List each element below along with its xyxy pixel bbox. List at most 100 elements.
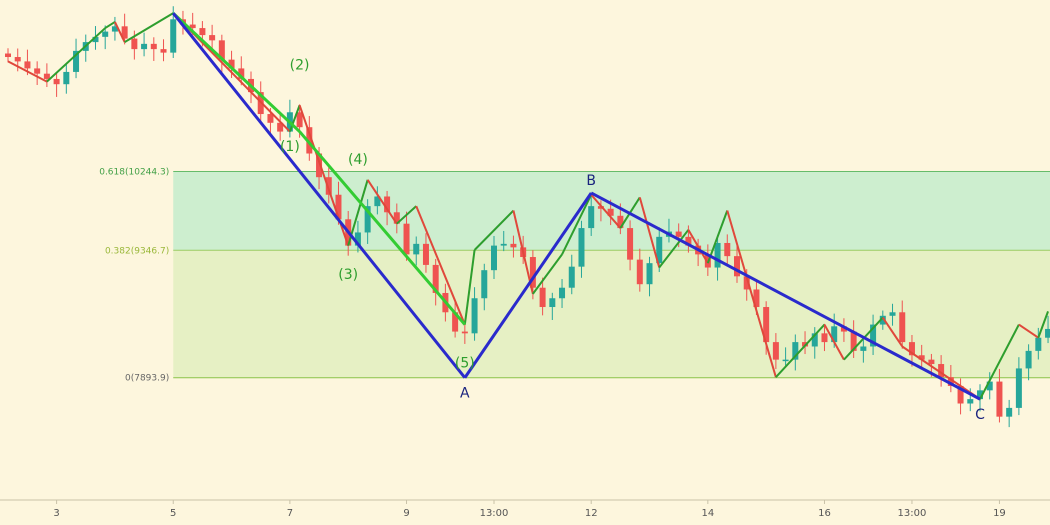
candle[interactable]	[870, 314, 877, 355]
candle[interactable]	[403, 211, 410, 261]
swing-segment-up[interactable]	[658, 229, 690, 269]
candle[interactable]	[646, 256, 653, 297]
swing-segment-down[interactable]	[687, 229, 709, 264]
candle[interactable]	[938, 355, 945, 387]
swing-segment-up[interactable]	[706, 210, 729, 264]
impulse-segment[interactable]	[172, 12, 301, 133]
swing-segment-up[interactable]	[46, 27, 106, 83]
candle[interactable]	[452, 299, 459, 338]
candle[interactable]	[549, 292, 556, 320]
swing-segment-down[interactable]	[512, 210, 534, 295]
candle[interactable]	[1035, 327, 1042, 360]
candle[interactable]	[918, 344, 925, 368]
swing-segment-down[interactable]	[114, 21, 126, 43]
candle[interactable]	[568, 254, 575, 295]
candle[interactable]	[539, 277, 546, 316]
candle[interactable]	[986, 372, 993, 400]
candle[interactable]	[1025, 344, 1032, 381]
swing-segment-down[interactable]	[1018, 323, 1039, 339]
candle[interactable]	[879, 310, 886, 330]
impulse-wave-line[interactable]	[172, 12, 466, 326]
swing-segment-down[interactable]	[901, 345, 981, 400]
candle[interactable]	[73, 38, 80, 79]
swing-segment-up[interactable]	[463, 249, 476, 325]
candle[interactable]	[500, 230, 507, 252]
candle[interactable]	[209, 24, 216, 49]
candle[interactable]	[636, 248, 643, 292]
candle[interactable]	[957, 378, 964, 415]
candle[interactable]	[481, 263, 488, 311]
candle[interactable]	[782, 347, 789, 366]
abc-segment[interactable]	[172, 12, 467, 379]
swing-segment-up[interactable]	[561, 194, 593, 255]
candle[interactable]	[908, 335, 915, 367]
candle[interactable]	[1015, 357, 1022, 416]
swing-segment-down[interactable]	[366, 179, 398, 225]
candle[interactable]	[772, 333, 779, 370]
candle[interactable]	[354, 220, 361, 253]
swing-segment-down[interactable]	[823, 324, 845, 361]
candle[interactable]	[393, 203, 400, 234]
candle[interactable]	[53, 73, 60, 97]
candle[interactable]	[860, 339, 867, 363]
impulse-segment[interactable]	[298, 130, 466, 326]
swing-segment-down[interactable]	[881, 316, 904, 348]
candle[interactable]	[432, 258, 439, 306]
candle[interactable]	[63, 62, 70, 94]
candle[interactable]	[364, 199, 371, 244]
candle[interactable]	[461, 323, 468, 344]
swing-segment-up[interactable]	[532, 253, 563, 295]
candle[interactable]	[422, 233, 429, 273]
swing-segment-up[interactable]	[473, 209, 515, 251]
candle[interactable]	[43, 63, 50, 88]
candle[interactable]	[1045, 315, 1050, 344]
candle[interactable]	[413, 236, 420, 266]
candle[interactable]	[150, 37, 157, 61]
swing-segment-up[interactable]	[104, 21, 116, 29]
swing-segment-down[interactable]	[726, 210, 777, 378]
candle[interactable]	[724, 234, 731, 266]
candle[interactable]	[374, 186, 381, 215]
candle[interactable]	[821, 323, 828, 352]
swing-segment-up[interactable]	[979, 324, 1020, 400]
candle[interactable]	[850, 320, 857, 358]
candle[interactable]	[5, 48, 11, 63]
candle[interactable]	[627, 220, 634, 271]
abc-segment[interactable]	[590, 191, 981, 401]
zigzag-swing-lines[interactable]	[7, 12, 1049, 400]
candle[interactable]	[325, 167, 332, 204]
candle[interactable]	[510, 235, 517, 258]
candle[interactable]	[34, 61, 41, 85]
candle[interactable]	[734, 244, 740, 283]
swing-segment-up[interactable]	[124, 12, 174, 43]
swing-segment-up[interactable]	[1037, 311, 1049, 339]
swing-segment-down[interactable]	[590, 194, 622, 229]
candle[interactable]	[1006, 399, 1013, 428]
candle[interactable]	[811, 327, 818, 359]
candle[interactable]	[597, 200, 604, 222]
candle[interactable]	[559, 279, 566, 308]
candle[interactable]	[889, 303, 896, 326]
candle[interactable]	[218, 34, 225, 73]
swing-segment-up[interactable]	[288, 104, 301, 132]
candle[interactable]	[491, 235, 497, 279]
candle[interactable]	[277, 113, 284, 141]
candle[interactable]	[792, 334, 799, 371]
candle[interactable]	[840, 318, 847, 342]
candle[interactable]	[588, 195, 595, 236]
swing-segment-down[interactable]	[638, 197, 661, 268]
candle[interactable]	[306, 116, 313, 161]
abc-segment[interactable]	[463, 192, 593, 379]
swing-segment-down[interactable]	[7, 60, 48, 83]
swing-segment-up[interactable]	[396, 205, 417, 225]
candle[interactable]	[899, 300, 906, 349]
candlestick-series[interactable]	[5, 6, 1050, 428]
abc-correction-lines[interactable]	[172, 12, 981, 401]
candle[interactable]	[996, 368, 1003, 423]
candle[interactable]	[578, 220, 585, 278]
swing-segment-down[interactable]	[415, 205, 466, 325]
candle[interactable]	[141, 32, 148, 57]
candle[interactable]	[121, 13, 128, 45]
candle[interactable]	[160, 39, 167, 62]
